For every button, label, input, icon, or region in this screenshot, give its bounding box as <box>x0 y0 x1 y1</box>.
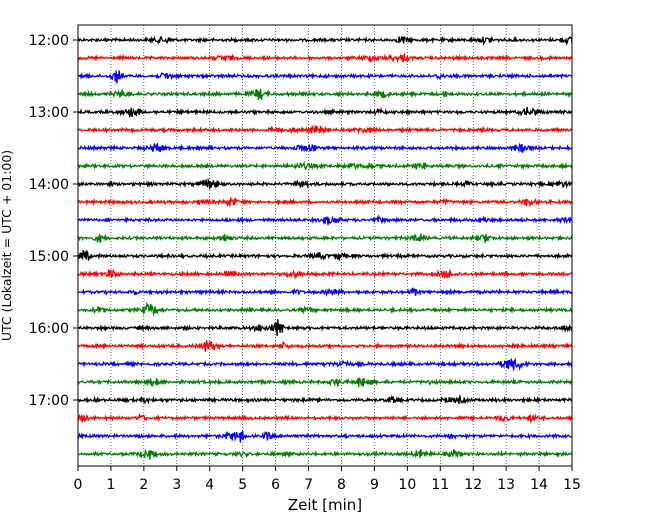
x-tick-label: 1 <box>106 477 115 493</box>
seismic-trace <box>77 287 573 298</box>
x-tick-label: 13 <box>497 477 515 493</box>
seismic-trace <box>77 430 573 443</box>
x-tick-label: 9 <box>370 477 379 493</box>
x-tick-label: 11 <box>431 477 449 493</box>
plot-frame <box>77 24 573 467</box>
y-tick-label: 13:00 <box>29 105 69 121</box>
seismic-trace <box>77 340 573 352</box>
y-tick-label: 14:00 <box>29 177 69 193</box>
seismic-trace <box>77 35 573 46</box>
seismic-trace <box>77 214 573 226</box>
x-tick-label: 12 <box>464 477 482 493</box>
seismic-trace <box>77 319 573 336</box>
seismic-trace <box>77 53 573 64</box>
x-tick-label: 7 <box>304 477 313 493</box>
x-tick-label: 10 <box>398 477 416 493</box>
seismic-trace <box>77 268 573 280</box>
seismic-trace <box>77 412 573 424</box>
x-axis-ticks: 0 1 2 3 4 5 6 7 8 9 10 11 12 13 14 15 <box>74 466 581 493</box>
x-tick-label: 2 <box>139 477 148 493</box>
seismic-trace <box>77 448 573 460</box>
x-axis-label: Zeit [min] <box>288 496 362 514</box>
seismic-trace <box>77 88 573 101</box>
seismic-trace <box>77 106 573 118</box>
y-axis-ticks: 12:00 13:00 14:00 15:00 16:00 17:00 <box>29 33 78 409</box>
x-tick-label: 15 <box>563 477 581 493</box>
seismic-trace <box>77 142 573 154</box>
seismic-trace <box>77 394 573 405</box>
x-tick-label: 14 <box>530 477 548 493</box>
y-tick-label: 16:00 <box>29 321 69 337</box>
seismic-trace <box>77 301 573 317</box>
seismic-trace <box>77 357 573 371</box>
y-axis-label: UTC (Lokalzeit = UTC + 01:00) <box>0 150 14 341</box>
seismic-trace <box>77 377 573 388</box>
seismic-trace <box>77 70 573 84</box>
x-tick-label: 6 <box>271 477 280 493</box>
x-tick-label: 4 <box>205 477 214 493</box>
seismic-trace <box>77 125 573 135</box>
x-tick-label: 3 <box>172 477 181 493</box>
x-tick-label: 0 <box>74 477 83 493</box>
x-tick-label: 8 <box>337 477 346 493</box>
y-tick-label: 17:00 <box>29 393 69 409</box>
y-tick-label: 15:00 <box>29 249 69 265</box>
seismic-trace <box>77 177 573 190</box>
y-tick-label: 12:00 <box>29 33 69 49</box>
seismic-traces <box>77 35 573 460</box>
x-tick-label: 5 <box>238 477 247 493</box>
seismic-trace <box>77 197 573 208</box>
seismic-trace <box>77 249 573 261</box>
seismic-trace <box>77 160 573 171</box>
seismic-trace <box>77 233 573 244</box>
